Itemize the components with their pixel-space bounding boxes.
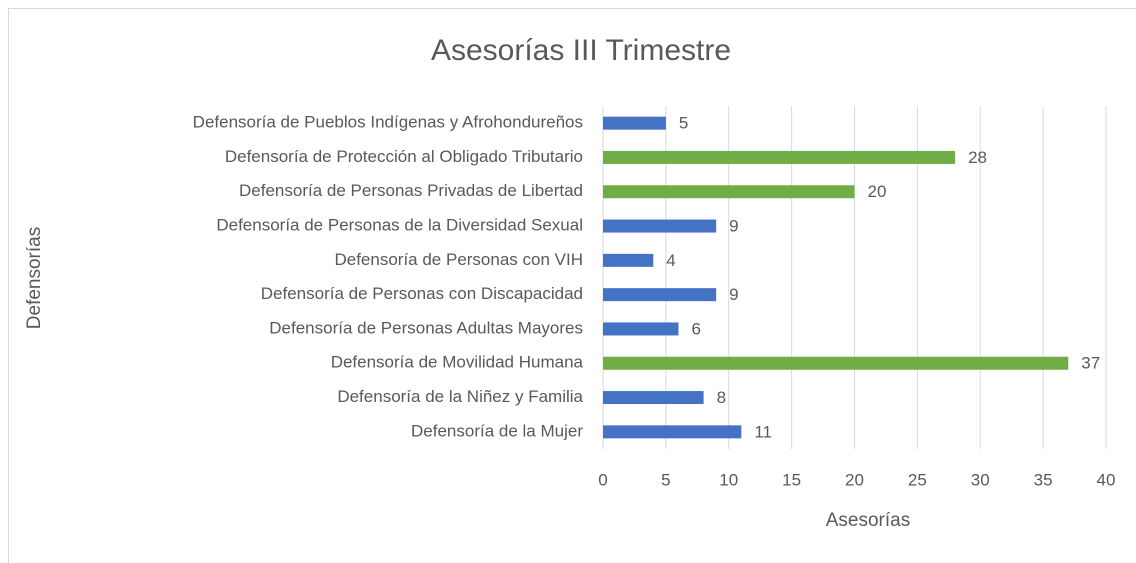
x-tick-label: 5: [661, 470, 670, 489]
y-tick-label: Defensoría de Pueblos Indígenas y Afroho…: [193, 113, 583, 132]
x-tick-label: 20: [845, 470, 864, 489]
x-tick-label: 40: [1097, 470, 1116, 489]
x-tick-label: 10: [719, 470, 738, 489]
y-axis-title: Defensorías: [24, 227, 45, 329]
value-label: 5: [679, 114, 688, 133]
y-tick-label: Defensoría de Personas Adultas Mayores: [269, 318, 583, 337]
bar: [603, 116, 666, 130]
y-tick-label: Defensoría de Protección al Obligado Tri…: [225, 147, 583, 166]
value-label: 9: [729, 285, 738, 304]
y-tick-label: Defensoría de Movilidad Humana: [331, 353, 584, 372]
chart-title: Asesorías III Trimestre: [431, 34, 731, 67]
bar: [603, 425, 742, 439]
y-tick-label: Defensoría de la Mujer: [411, 421, 583, 440]
bar: [603, 288, 717, 302]
chart-frame: [8, 8, 1136, 563]
value-label: 37: [1081, 354, 1100, 373]
value-label: 8: [717, 388, 726, 407]
y-tick-label: Defensoría de Personas de la Diversidad …: [216, 216, 583, 235]
value-label: 4: [666, 251, 675, 270]
bar: [603, 219, 717, 233]
y-tick-label: Defensoría de Personas con VIH: [334, 250, 583, 269]
x-tick-label: 15: [782, 470, 801, 489]
value-label: 9: [729, 217, 738, 236]
x-axis-title: Asesorías: [826, 510, 910, 531]
bar: [603, 356, 1069, 370]
value-label: 20: [868, 182, 887, 201]
bar: [603, 150, 956, 164]
x-tick-label: 30: [971, 470, 990, 489]
x-tick-label: 0: [598, 470, 607, 489]
bar: [603, 391, 704, 405]
x-tick-label: 35: [1034, 470, 1053, 489]
value-label: 28: [968, 148, 987, 167]
y-tick-label: Defensoría de Personas Privadas de Liber…: [239, 181, 583, 200]
value-label: 6: [691, 319, 700, 338]
y-tick-label: Defensoría de la Niñez y Familia: [337, 387, 583, 406]
bar: [603, 253, 654, 267]
x-tick-label: 25: [908, 470, 927, 489]
bar: [603, 185, 855, 199]
bar: [603, 322, 679, 336]
y-tick-label: Defensoría de Personas con Discapacidad: [261, 284, 583, 303]
value-label: 11: [754, 422, 772, 441]
